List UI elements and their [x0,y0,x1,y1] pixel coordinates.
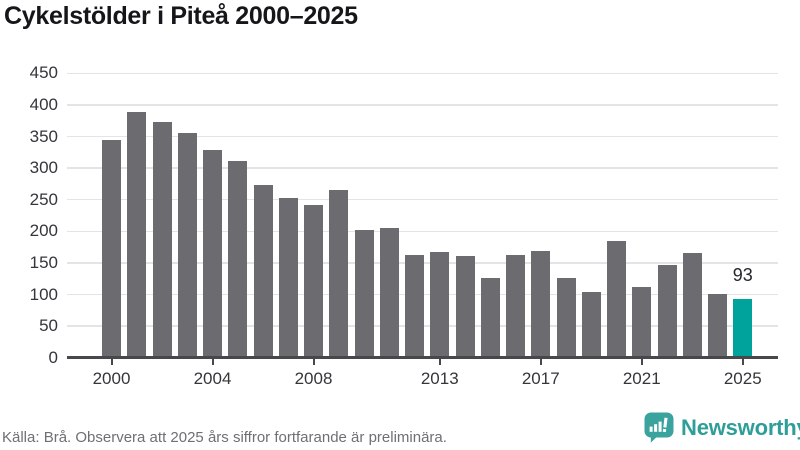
x-axis-line [67,356,778,359]
bar-2015 [480,278,500,358]
bar-2008 [304,204,323,358]
x-tick-2017 [539,359,542,365]
x-tick-2004 [211,359,214,365]
gridline-200 [67,230,778,233]
bar-2013 [430,252,450,358]
bar-2021 [632,286,652,358]
x-tick-label-2013: 2013 [420,368,459,388]
gridline-250 [67,198,778,201]
gridline-350 [67,135,778,138]
x-tick-2008 [312,359,315,365]
x-tick-label-2008: 2008 [294,368,333,388]
bar-2014 [455,255,475,358]
y-tick-label-300: 300 [29,158,58,178]
y-tick-label-50: 50 [39,316,58,336]
bar-2024 [708,293,727,358]
bar-2020 [607,240,626,358]
gridline-400 [67,104,778,106]
y-tick-label-450: 450 [29,63,58,83]
x-tick-2021 [640,359,643,365]
newsworthy-logo: Newsworthy [644,412,800,443]
bar-2005 [228,161,248,358]
y-tick-label-100: 100 [29,284,58,304]
x-tick-label-2025: 2025 [723,368,762,388]
bar-2016 [506,255,525,358]
x-tick-2025 [741,359,744,365]
bar-2017 [531,250,551,358]
y-tick-label-350: 350 [29,126,58,146]
bar-2004 [203,150,222,358]
y-tick-label-150: 150 [29,252,58,272]
x-tick-label-2017: 2017 [521,368,560,388]
bar-2003 [177,132,197,358]
bar-2019 [581,291,601,358]
bar-2006 [253,185,273,358]
source-note: Källa: Brå. Observera att 2025 års siffr… [2,429,447,446]
bar-2023 [682,253,702,358]
gridline-300 [67,167,778,169]
x-tick-label-2004: 2004 [193,368,232,388]
bar-2010 [354,230,374,358]
bar-2011 [379,228,399,358]
x-tick-2013 [438,359,441,365]
x-tick-label-2000: 2000 [92,368,131,388]
bar-2001 [127,112,147,358]
y-tick-label-200: 200 [29,221,58,241]
x-tick-label-2021: 2021 [622,368,661,388]
bar-2012 [405,254,424,358]
y-tick-label-400: 400 [29,94,58,114]
gridline-450 [67,72,778,75]
bar-2025 [733,298,753,358]
bar-2000 [102,140,121,358]
bar-2018 [556,278,576,358]
bar-2022 [657,264,677,358]
x-tick-2000 [110,359,113,365]
chart-title: Cykelstölder i Piteå 2000–2025 [4,2,358,30]
highlight-value-label: 93 [732,265,753,285]
bar-2009 [329,190,349,358]
newsworthy-wordmark: Newsworthy [681,415,800,440]
bar-2007 [278,197,298,358]
y-tick-label-250: 250 [29,189,58,209]
newsworthy-bubble-chart-icon [644,412,674,443]
y-tick-label-0: 0 [48,347,58,367]
bar-2002 [152,121,172,358]
